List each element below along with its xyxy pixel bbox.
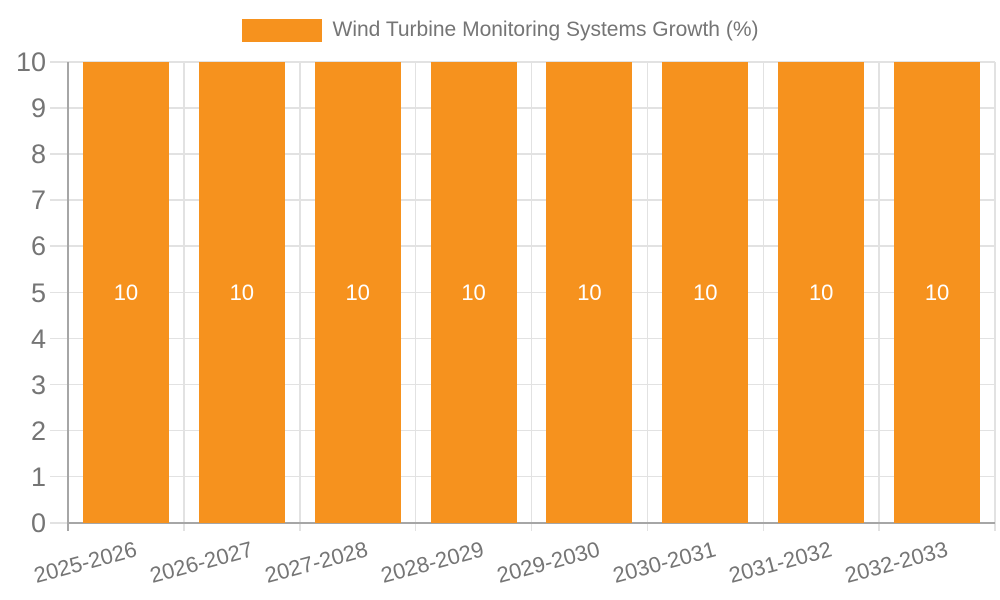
x-tick-label: 2030-2031 bbox=[610, 536, 719, 588]
x-gridline bbox=[530, 62, 533, 531]
bar-value-label: 10 bbox=[693, 279, 718, 305]
y-tick-label: 6 bbox=[30, 231, 46, 262]
y-tick-label: 0 bbox=[30, 508, 46, 538]
y-tick-label: 8 bbox=[30, 139, 46, 170]
bar[interactable] bbox=[198, 62, 285, 523]
x-axis-line bbox=[67, 522, 995, 524]
x-gridline bbox=[646, 62, 649, 531]
bar[interactable] bbox=[430, 62, 517, 523]
y-gridline bbox=[50, 199, 995, 201]
y-tick-label: 5 bbox=[30, 277, 46, 308]
bar-value-label: 10 bbox=[808, 279, 834, 305]
bar-value-label: 10 bbox=[461, 279, 486, 305]
y-tick-label: 3 bbox=[30, 369, 46, 400]
x-tick-label: 2027-2028 bbox=[262, 536, 371, 588]
x-tick-label: 2029-2030 bbox=[494, 536, 603, 588]
y-tick-label: 1 bbox=[30, 461, 46, 492]
bar[interactable] bbox=[662, 62, 749, 523]
legend-item[interactable]: Wind Turbine Monitoring Systems Growth (… bbox=[241, 18, 759, 42]
bar[interactable] bbox=[314, 62, 401, 523]
x-gridline bbox=[414, 62, 417, 531]
y-gridline bbox=[50, 61, 995, 63]
bar-value-label: 10 bbox=[345, 279, 370, 305]
y-tick-label: 2 bbox=[30, 415, 46, 446]
y-gridline bbox=[50, 429, 995, 432]
x-gridline bbox=[878, 62, 880, 531]
y-tick-label: 9 bbox=[30, 93, 46, 124]
y-gridline bbox=[50, 291, 995, 293]
bar-value-label: 10 bbox=[577, 279, 602, 305]
bar-value-label: 10 bbox=[229, 279, 255, 305]
y-tick-label: 4 bbox=[30, 323, 46, 354]
x-tick-label: 2025-2026 bbox=[30, 536, 140, 588]
bar[interactable] bbox=[778, 62, 865, 523]
x-tick-label: 2031-2032 bbox=[726, 536, 835, 588]
x-gridline bbox=[183, 62, 185, 531]
y-gridline bbox=[50, 153, 995, 155]
x-gridline bbox=[299, 62, 301, 531]
y-gridline bbox=[50, 245, 995, 247]
bar-value-label: 10 bbox=[113, 279, 139, 305]
y-gridline bbox=[50, 383, 995, 386]
x-gridline bbox=[994, 62, 996, 531]
y-gridline bbox=[50, 107, 995, 109]
bar[interactable] bbox=[894, 62, 981, 523]
bar[interactable] bbox=[546, 62, 633, 523]
y-axis-line bbox=[67, 62, 69, 531]
x-tick-label: 2026-2027 bbox=[146, 536, 255, 588]
chart-legend: Wind Turbine Monitoring Systems Growth (… bbox=[0, 18, 1000, 42]
y-gridline bbox=[50, 337, 995, 340]
y-tick-label: 10 bbox=[15, 47, 46, 77]
y-gridline bbox=[50, 475, 995, 478]
x-tick-label: 2032-2033 bbox=[842, 536, 951, 588]
legend-label: Wind Turbine Monitoring Systems Growth (… bbox=[332, 18, 759, 41]
x-tick-label: 2028-2029 bbox=[378, 536, 487, 588]
x-gridline bbox=[762, 62, 764, 531]
bar-value-label: 10 bbox=[924, 279, 950, 305]
y-tick-label: 7 bbox=[30, 185, 46, 216]
legend-swatch-icon bbox=[241, 18, 322, 42]
bar[interactable] bbox=[82, 62, 169, 523]
